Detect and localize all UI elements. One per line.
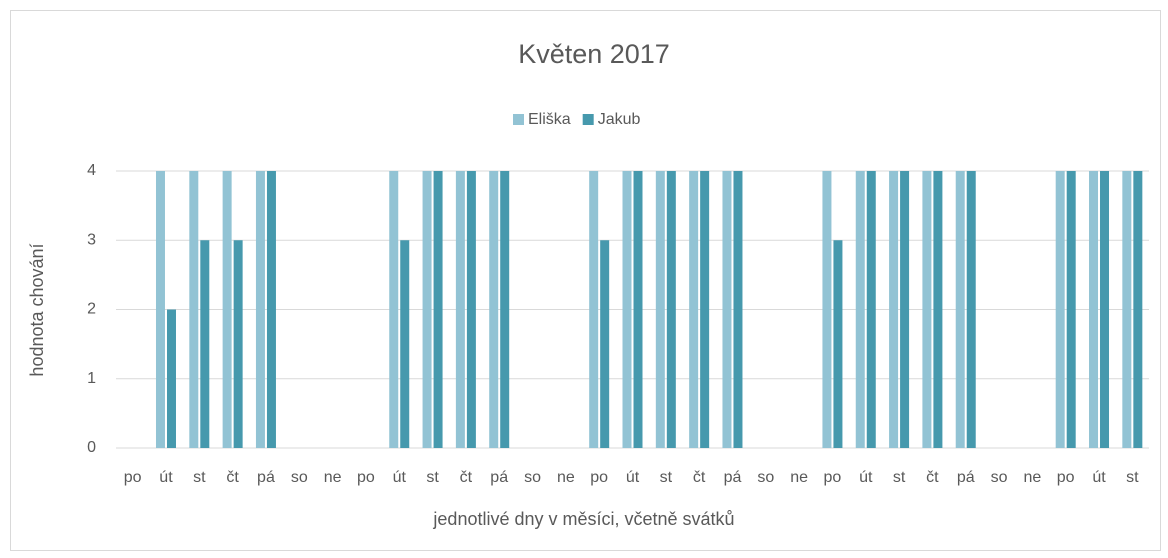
bar (855, 171, 865, 448)
bar (689, 171, 699, 448)
chart-frame (10, 10, 1161, 551)
x-tick-label: st (660, 469, 673, 486)
x-tick-label: út (393, 469, 407, 486)
bar (822, 171, 832, 448)
bar (889, 171, 899, 448)
x-tick-label: pá (490, 469, 508, 486)
x-tick-label: so (524, 469, 541, 486)
bar (433, 171, 443, 448)
bar (600, 240, 610, 448)
y-tick-label: 3 (87, 231, 96, 248)
bar (722, 171, 732, 448)
x-tick-label: čt (693, 469, 706, 486)
bar (655, 171, 665, 448)
legend-label: Jakub (598, 111, 641, 128)
x-tick-label: ne (790, 469, 808, 486)
bar (622, 171, 632, 448)
legend-swatch (582, 114, 594, 125)
x-tick-label: út (859, 469, 873, 486)
x-tick-label: út (1092, 469, 1106, 486)
x-axis-label: jednotlivé dny v měsíci, včetně svátků (432, 509, 734, 529)
x-tick-label: út (159, 469, 173, 486)
x-tick-label: pá (724, 469, 742, 486)
bar (833, 240, 843, 448)
bar (933, 171, 943, 448)
x-tick-label: so (757, 469, 774, 486)
bar (633, 171, 643, 448)
x-tick-label: út (626, 469, 640, 486)
bar (955, 171, 965, 448)
x-tick-label: st (1126, 469, 1139, 486)
bar (1055, 171, 1065, 448)
bar (233, 240, 243, 448)
bar (922, 171, 932, 448)
bar (200, 240, 210, 448)
bar (189, 171, 199, 448)
x-tick-label: po (124, 469, 142, 486)
y-tick-label: 2 (87, 301, 96, 318)
x-tick-label: so (991, 469, 1008, 486)
bar (489, 171, 499, 448)
x-tick-label: ne (324, 469, 342, 486)
bar (222, 171, 232, 448)
x-tick-label: st (426, 469, 439, 486)
bar (666, 171, 676, 448)
bar (500, 171, 510, 448)
bar (733, 171, 743, 448)
x-tick-label: po (1057, 469, 1075, 486)
bar (455, 171, 465, 448)
x-tick-label: po (590, 469, 608, 486)
y-tick-label: 1 (87, 370, 96, 387)
bar (422, 171, 432, 448)
bar (266, 171, 276, 448)
bar (466, 171, 476, 448)
bar (1133, 171, 1143, 448)
x-tick-label: po (824, 469, 842, 486)
bar (1122, 171, 1132, 448)
legend-swatch (513, 114, 524, 125)
bar (866, 171, 876, 448)
x-tick-label: pá (957, 469, 975, 486)
x-tick-label: čt (460, 469, 473, 486)
x-tick-label: st (893, 469, 906, 486)
x-tick-label: ne (557, 469, 575, 486)
x-tick-label: st (193, 469, 206, 486)
x-tick-label: pá (257, 469, 275, 486)
legend-label: Eliška (528, 111, 571, 128)
y-tick-label: 0 (87, 439, 96, 456)
bar (1066, 171, 1076, 448)
x-tick-label: ne (1023, 469, 1041, 486)
bar (255, 171, 265, 448)
bar (400, 240, 410, 448)
x-tick-label: po (357, 469, 375, 486)
x-tick-label: čt (226, 469, 239, 486)
bar (1100, 171, 1110, 448)
bar (166, 309, 176, 448)
bar (900, 171, 910, 448)
y-axis-label: hodnota chování (27, 243, 47, 376)
bar (1089, 171, 1099, 448)
x-tick-label: čt (926, 469, 939, 486)
y-tick-label: 4 (87, 162, 96, 179)
bar (589, 171, 599, 448)
chart-title: Květen 2017 (518, 39, 670, 69)
bar (966, 171, 976, 448)
bar (700, 171, 710, 448)
bar (389, 171, 399, 448)
x-tick-label: so (291, 469, 308, 486)
bar (155, 171, 165, 448)
